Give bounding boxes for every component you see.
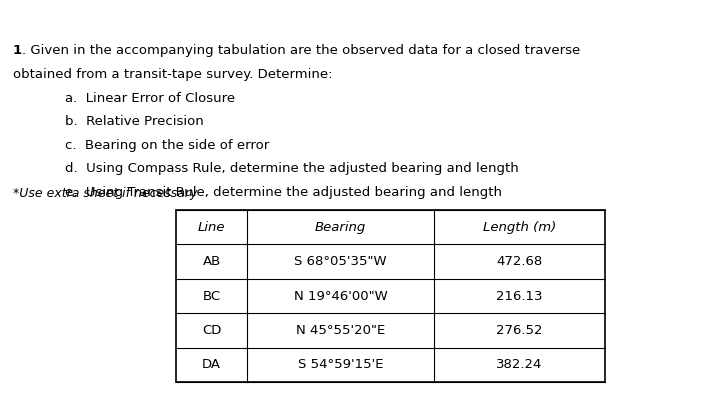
Text: d.  Using Compass Rule, determine the adjusted bearing and length: d. Using Compass Rule, determine the adj… [65, 162, 518, 175]
Text: Length (m): Length (m) [483, 221, 556, 234]
Text: AB: AB [202, 255, 221, 268]
Text: Bearing: Bearing [315, 221, 366, 234]
Text: 1: 1 [13, 44, 22, 57]
Text: b.  Relative Precision: b. Relative Precision [65, 115, 204, 128]
Text: obtained from a transit-tape survey. Determine:: obtained from a transit-tape survey. Det… [13, 68, 333, 81]
Text: BC: BC [202, 290, 221, 302]
Text: N 19°46'00"W: N 19°46'00"W [294, 290, 387, 302]
Text: e.  Using Transit Rule, determine the adjusted bearing and length: e. Using Transit Rule, determine the adj… [65, 186, 502, 199]
Text: S 68°05'35"W: S 68°05'35"W [294, 255, 387, 268]
Text: 382.24: 382.24 [496, 359, 543, 371]
Text: S 54°59'15'E: S 54°59'15'E [298, 359, 383, 371]
Text: CD: CD [202, 324, 221, 337]
Text: 276.52: 276.52 [496, 324, 543, 337]
Text: . Given in the accompanying tabulation are the observed data for a closed traver: . Given in the accompanying tabulation a… [22, 44, 580, 57]
Text: DA: DA [202, 359, 221, 371]
Bar [176, 210, 605, 382]
Text: Line: Line [198, 221, 225, 234]
Text: 472.68: 472.68 [496, 255, 543, 268]
Text: a.  Linear Error of Closure: a. Linear Error of Closure [65, 92, 235, 105]
Text: c.  Bearing on the side of error: c. Bearing on the side of error [65, 139, 269, 152]
Text: N 45°55'20"E: N 45°55'20"E [296, 324, 385, 337]
Text: *Use extra sheet if necessary: *Use extra sheet if necessary [13, 187, 197, 200]
Text: 216.13: 216.13 [496, 290, 543, 302]
